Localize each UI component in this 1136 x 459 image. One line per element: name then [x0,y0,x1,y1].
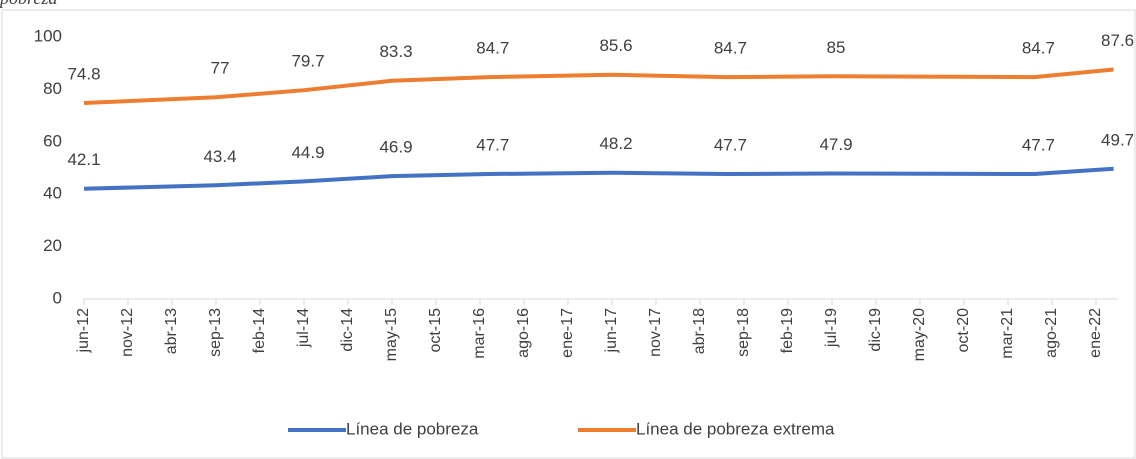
x-tick-label: nov-12 [119,308,136,357]
x-tick-label: mar-21 [999,308,1016,359]
x-tick-label: ago-16 [515,308,532,358]
legend-label: Línea de pobreza [346,419,479,438]
x-tick-label: jun-17 [603,308,620,354]
data-label: 74.8 [67,65,100,84]
x-tick-label: nov-17 [647,308,664,357]
series-line [83,67,1114,106]
y-tick-label: 40 [43,184,62,203]
data-label: 47.7 [714,136,747,155]
x-tick-label: feb-14 [251,308,268,353]
x-tick-label: sep-18 [735,308,752,357]
data-label: 46.9 [379,138,412,157]
data-label: 84.7 [476,39,509,58]
data-label: 43.4 [203,147,236,166]
data-label: 42.1 [67,150,100,169]
series-line [83,166,1114,191]
x-tick-label: jul-14 [295,308,312,348]
data-label: 85.6 [599,36,632,55]
x-tick-label: oct-20 [955,308,972,353]
y-tick-label: 20 [43,236,62,255]
x-tick-label: abr-13 [163,308,180,354]
x-tick-label: jul-19 [823,308,840,348]
data-label: 44.9 [291,143,324,162]
chart-title: pobreza [0,0,57,8]
data-label: 48.2 [599,134,632,153]
y-tick-label: 60 [43,131,62,150]
y-tick-label: 0 [53,288,62,307]
x-tick-label: sep-13 [207,308,224,357]
x-tick-label: jun-12 [75,308,92,354]
data-label: 47.9 [819,135,852,154]
data-label: 47.7 [476,136,509,155]
legend-label: Línea de pobreza extrema [636,419,835,438]
x-tick-label: dic-14 [339,308,356,352]
x-tick-label: may-20 [911,308,928,361]
data-label: 84.7 [714,39,747,58]
data-label: 85 [827,38,846,57]
x-tick-label: feb-19 [779,308,796,353]
data-label: 83.3 [379,42,412,61]
x-tick-label: ene-22 [1087,308,1104,358]
x-tick-label: may-15 [383,308,400,361]
data-label: 84.7 [1022,39,1055,58]
data-label: 49.7 [1101,130,1134,149]
x-tick-label: ago-21 [1043,308,1060,358]
y-tick-label: 80 [43,79,62,98]
chart-border [1,9,1136,459]
x-tick-label: abr-18 [691,308,708,354]
data-label: 79.7 [291,52,324,71]
x-tick-label: mar-16 [471,308,488,359]
data-label: 47.7 [1022,136,1055,155]
x-tick-label: dic-19 [867,308,884,352]
y-tick-label: 100 [34,26,62,45]
x-tick-label: ene-17 [559,308,576,358]
data-label: 77 [211,59,230,78]
data-label: 87.6 [1101,31,1134,50]
x-tick-label: oct-15 [427,308,444,353]
